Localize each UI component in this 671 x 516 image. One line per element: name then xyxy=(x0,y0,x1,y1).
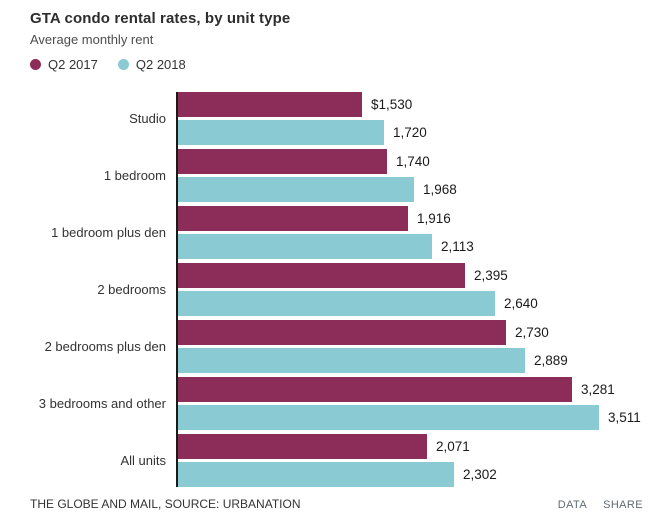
bar-row: 1,968 xyxy=(178,177,457,202)
chart-title: GTA condo rental rates, by unit type xyxy=(30,10,291,27)
bar-row: $1,530 xyxy=(178,92,427,117)
chart-subtitle: Average monthly rent xyxy=(30,32,154,47)
data-link[interactable]: DATA xyxy=(557,499,588,511)
bar-q2-2018 xyxy=(178,234,432,259)
category-group: 2 bedrooms 2,395 2,640 xyxy=(0,263,671,316)
bar-row: 2,640 xyxy=(178,291,538,316)
value-label: 3,281 xyxy=(581,382,615,397)
value-label: 2,302 xyxy=(463,467,497,482)
category-label: 3 bedrooms and other xyxy=(38,396,166,411)
category-label: 1 bedroom plus den xyxy=(51,225,166,240)
legend-swatch-icon xyxy=(117,59,129,70)
value-label: 2,889 xyxy=(534,353,568,368)
bar-pair: 1,740 1,968 xyxy=(178,149,457,202)
category-label: All units xyxy=(120,453,166,468)
bar-row: 2,395 xyxy=(178,263,538,288)
bar-q2-2018 xyxy=(178,291,495,316)
bar-q2-2018 xyxy=(178,120,384,145)
bar-row: 1,720 xyxy=(178,120,427,145)
category-group: All units 2,071 2,302 xyxy=(0,434,671,487)
bar-row: 2,071 xyxy=(178,434,497,459)
bar-q2-2018 xyxy=(178,405,599,430)
bar-row: 2,113 xyxy=(178,234,474,259)
bar-pair: 2,395 2,640 xyxy=(178,263,538,316)
bar-q2-2017 xyxy=(178,434,427,459)
category-label: Studio xyxy=(129,111,166,126)
value-label: 2,113 xyxy=(441,239,474,254)
legend-label: Q2 2018 xyxy=(135,57,186,72)
value-label: $1,530 xyxy=(371,97,413,112)
value-label: 1,740 xyxy=(396,154,430,169)
value-label: 2,730 xyxy=(515,325,549,340)
bar-q2-2017 xyxy=(178,206,408,231)
bar-row: 2,730 xyxy=(178,320,568,345)
legend-item-q2-2018: Q2 2018 xyxy=(117,57,186,72)
value-label: 1,720 xyxy=(393,125,427,140)
value-label: 2,071 xyxy=(436,439,470,454)
bar-row: 3,281 xyxy=(178,377,641,402)
bar-row: 1,916 xyxy=(178,206,474,231)
legend-label: Q2 2017 xyxy=(48,57,98,72)
value-label: 2,395 xyxy=(474,268,508,283)
category-label: 1 bedroom xyxy=(103,168,166,183)
category-label: 2 bedrooms plus den xyxy=(44,339,166,354)
category-group: 1 bedroom 1,740 1,968 xyxy=(0,149,671,202)
chart-plot: Studio $1,530 1,720 1 bedroom 1,740 1,968 1 be… xyxy=(0,92,671,487)
y-axis-line xyxy=(176,92,178,487)
bar-row: 2,889 xyxy=(178,348,568,373)
category-group: 1 bedroom plus den 1,916 2,113 xyxy=(0,206,671,259)
source-credit: THE GLOBE AND MAIL, SOURCE: URBANATION xyxy=(30,497,301,511)
legend-item-q2-2017: Q2 2017 xyxy=(30,57,98,72)
bar-q2-2017 xyxy=(178,377,572,402)
value-label: 2,640 xyxy=(504,296,538,311)
bar-pair: 2,071 2,302 xyxy=(178,434,497,487)
category-label: 2 bedrooms xyxy=(97,282,166,297)
chart-header: GTA condo rental rates, by unit type Ave… xyxy=(0,10,671,72)
bar-pair: $1,530 1,720 xyxy=(178,92,427,145)
value-label: 3,511 xyxy=(608,410,641,425)
bar-row: 1,740 xyxy=(178,149,457,174)
bar-q2-2018 xyxy=(178,177,414,202)
category-group: 2 bedrooms plus den 2,730 2,889 xyxy=(0,320,671,373)
bar-pair: 1,916 2,113 xyxy=(178,206,474,259)
bar-row: 2,302 xyxy=(178,462,497,487)
bar-q2-2018 xyxy=(178,348,525,373)
value-label: 1,916 xyxy=(417,211,451,226)
bar-q2-2017 xyxy=(178,149,387,174)
footer-links: DATA SHARE xyxy=(558,499,643,511)
share-link[interactable]: SHARE xyxy=(603,499,643,511)
bar-row: 3,511 xyxy=(178,405,641,430)
bar-q2-2017 xyxy=(178,92,362,117)
category-group: 3 bedrooms and other 3,281 3,511 xyxy=(0,377,671,430)
category-group: Studio $1,530 1,720 xyxy=(0,92,671,145)
legend-swatch-icon xyxy=(30,59,41,70)
bar-chart: Studio $1,530 1,720 1 bedroom 1,740 1,968 1 be… xyxy=(0,92,671,487)
value-label: 1,968 xyxy=(423,182,457,197)
bar-q2-2017 xyxy=(178,320,506,345)
bar-q2-2018 xyxy=(178,462,454,487)
bar-q2-2017 xyxy=(178,263,465,288)
bar-pair: 2,730 2,889 xyxy=(178,320,568,373)
bar-pair: 3,281 3,511 xyxy=(178,377,641,430)
chart-footer: THE GLOBE AND MAIL, SOURCE: URBANATION D… xyxy=(0,497,671,511)
legend: Q2 2017 Q2 2018 xyxy=(30,57,671,72)
